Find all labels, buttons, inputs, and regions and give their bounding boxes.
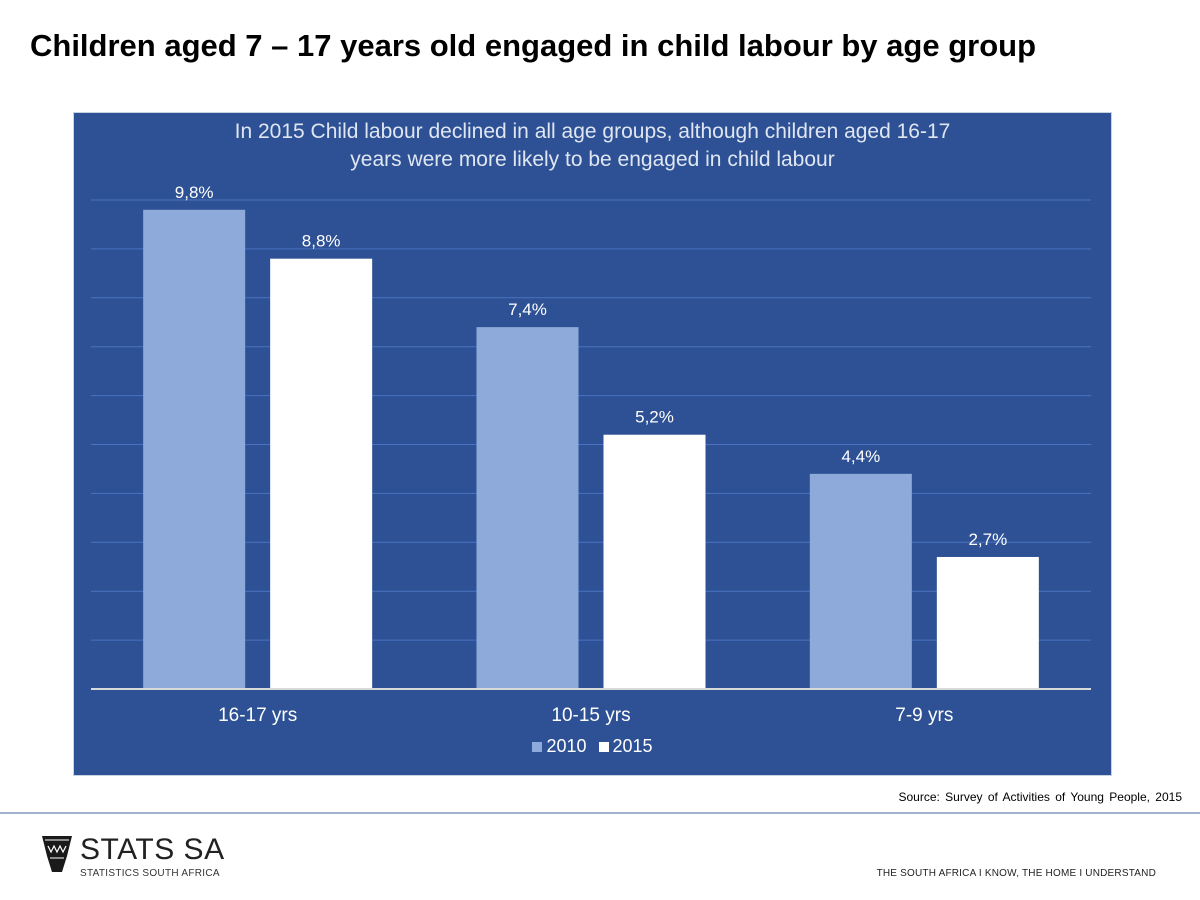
source-note: Source: Survey of Activities of Young Pe… (898, 790, 1182, 804)
legend-item-2010: 2010 (532, 736, 587, 757)
legend-item-2015: 2015 (598, 736, 653, 757)
data-label-2010-16-17-yrs: 9,8% (175, 183, 214, 202)
legend-label-2015: 2015 (612, 736, 653, 756)
x-tick-label: 10-15 yrs (551, 705, 630, 726)
legend-label-2010: 2010 (546, 736, 587, 756)
page-title: Children aged 7 – 17 years old engaged i… (30, 28, 1037, 63)
data-label-2015-7-9-yrs: 2,7% (968, 530, 1007, 549)
x-tick-label: 16-17 yrs (218, 705, 297, 726)
chart-subtitle-line-1: In 2015 Child labour declined in all age… (234, 120, 951, 143)
bar-2010-10-15-yrs (476, 327, 579, 689)
logo-text-main: STATS SA (80, 833, 225, 866)
stats-sa-logo: STATS SA STATISTICS SOUTH AFRICA (40, 834, 225, 879)
tagline: THE SOUTH AFRICA I KNOW, THE HOME I UNDE… (876, 868, 1156, 879)
logo-text-sub: STATISTICS SOUTH AFRICA (80, 868, 220, 879)
bar-2010-16-17-yrs (143, 209, 246, 689)
bar-2015-10-15-yrs (603, 434, 706, 689)
data-label-2010-7-9-yrs: 4,4% (841, 447, 880, 466)
chart-subtitle-line-2: years were more likely to be engaged in … (350, 148, 835, 171)
data-label-2015-10-15-yrs: 5,2% (635, 408, 674, 427)
bar-2015-7-9-yrs (936, 556, 1039, 689)
bar-2010-7-9-yrs (809, 473, 912, 689)
chart-subtitle: In 2015 Child labour declined in all age… (73, 118, 1112, 174)
legend-swatch-2010 (532, 741, 543, 752)
footer-divider (0, 812, 1200, 814)
bar-2015-16-17-yrs (270, 258, 373, 689)
legend-swatch-2015 (598, 741, 609, 752)
chart-legend: 2010 2015 (73, 736, 1112, 757)
basket-logo-icon (42, 836, 72, 872)
x-tick-label: 7-9 yrs (895, 705, 953, 726)
chart-panel: In 2015 Child labour declined in all age… (73, 112, 1112, 776)
data-label-2015-16-17-yrs: 8,8% (302, 232, 341, 251)
bar-chart: 9,8% 8,8% 16-17 yrs 7,4% 5,2% 10-15 yrs 4,4% 2,… (91, 183, 1091, 726)
data-label-2010-10-15-yrs: 7,4% (508, 300, 547, 319)
